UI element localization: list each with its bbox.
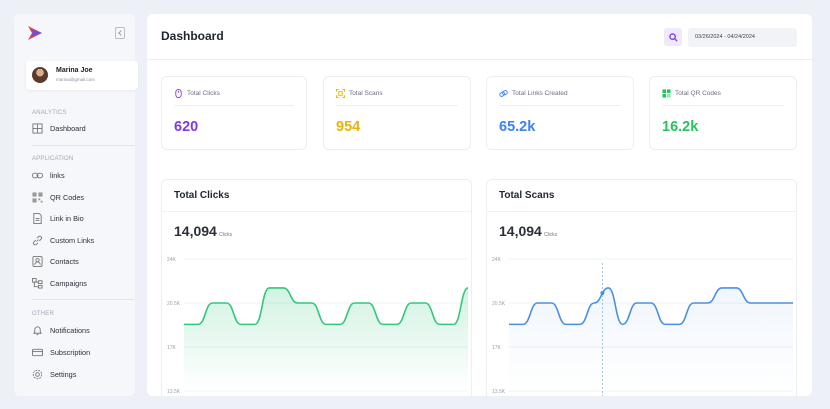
section-application: APPLICATION (32, 156, 74, 162)
sidebar-item-label: Settings (50, 369, 77, 379)
sidebar-item-label: Campaigns (50, 278, 87, 288)
section-analytics: ANALYTICS (32, 110, 67, 116)
section-other: OTHER (32, 311, 54, 317)
stat-label: Total Scans (349, 90, 383, 97)
scans-chart: 24K 20.5K 17K 13.5K (492, 257, 793, 396)
logo-icon (28, 26, 42, 40)
sidebar-item-qr-codes[interactable]: QR Codes (32, 190, 84, 204)
chart-total-value: 14,094 (174, 223, 217, 239)
sidebar-item-label: Subscription (50, 347, 91, 357)
stat-label: Total Links Created (512, 90, 568, 97)
y-tick-label: 17K (167, 345, 177, 351)
gear-icon (32, 369, 43, 380)
user-email: marina@gmail.com (56, 77, 95, 82)
y-tick-label: 20.5K (492, 301, 506, 307)
chart-card-total-clicks: Total Clicks 14,094 Clicks 24K 20.5K 17K 13.… (161, 179, 472, 396)
avatar (32, 67, 48, 83)
sidebar-item-label: Custom Links (50, 235, 95, 245)
chart-title: Total Scans (499, 190, 555, 201)
qr-icon (662, 89, 671, 98)
stat-card-total-links: Total Links Created 65.2k (486, 76, 634, 150)
qr-icon (32, 191, 43, 203)
chart-total-value: 14,094 (499, 223, 542, 239)
stat-value: 954 (336, 119, 361, 135)
chart-title: Total Clicks (174, 190, 230, 201)
series-area (509, 287, 793, 391)
hover-point (600, 290, 605, 295)
sidebar-item-contacts[interactable]: Contacts (32, 254, 79, 268)
chart-total-unit: Clicks (218, 232, 233, 238)
search-icon (668, 32, 678, 42)
header: Dashboard 03/26/2024 - 04/24/2024 (147, 14, 812, 60)
stat-label: Total QR Codes (675, 90, 721, 97)
sidebar-item-label: links (50, 170, 65, 180)
document-icon (32, 212, 43, 224)
divider (32, 145, 134, 146)
campaigns-icon (32, 277, 43, 289)
scan-icon (336, 89, 345, 98)
bell-icon (32, 325, 43, 336)
series-line (508, 287, 793, 326)
series-area (184, 287, 468, 391)
sidebar-item-label: Link in Bio (50, 213, 84, 223)
sidebar-item-custom-links[interactable]: Custom Links (32, 233, 94, 247)
stat-value: 16.2k (662, 119, 699, 135)
chart-total-unit: Clicks (543, 232, 558, 238)
collapse-sidebar-icon[interactable] (115, 27, 125, 39)
sidebar-item-label: Contacts (50, 256, 79, 266)
user-profile-card[interactable]: Marina Joe marina@gmail.com (26, 61, 138, 90)
stat-card-total-qr-codes: Total QR Codes 16.2k (649, 76, 797, 150)
chart-card-total-scans: Total Scans 14,094 Clicks 24K 20.5K 17K 13.5… (486, 179, 797, 396)
y-tick-label: 17K (492, 345, 502, 351)
sidebar-item-label: QR Codes (50, 192, 85, 202)
dashboard-icon (32, 122, 43, 134)
card-icon (32, 347, 43, 358)
y-tick-label: 13.5K (167, 389, 181, 395)
stat-value: 65.2k (499, 119, 536, 135)
stat-card-total-clicks: Total Clicks 620 (161, 76, 307, 150)
sidebar-item-campaigns[interactable]: Campaigns (32, 276, 87, 290)
sidebar-item-label: Notifications (50, 325, 90, 335)
search-button[interactable] (664, 28, 682, 46)
sidebar-item-subscription[interactable]: Subscription (32, 345, 90, 359)
sidebar-item-notifications[interactable]: Notifications (32, 323, 90, 337)
page-title: Dashboard (161, 29, 224, 43)
sidebar: Marina Joe marina@gmail.com ANALYTICS Da… (14, 14, 138, 396)
link-icon (499, 90, 508, 97)
sidebar-item-settings[interactable]: Settings (32, 367, 76, 381)
contacts-icon (32, 255, 43, 267)
link-icon (32, 170, 43, 181)
sidebar-item-link-in-bio[interactable]: Link in Bio (32, 211, 84, 225)
chart-total: 14,094 Clicks (499, 223, 557, 239)
date-range-picker[interactable]: 03/26/2024 - 04/24/2024 (688, 28, 797, 47)
chart-total: 14,094 Clicks (174, 223, 232, 239)
sidebar-item-links[interactable]: links (32, 168, 65, 182)
mouse-icon (175, 89, 182, 98)
chain-icon (32, 235, 43, 246)
stat-card-total-scans: Total Scans 954 (323, 76, 471, 150)
sidebar-item-dashboard[interactable]: Dashboard (32, 121, 86, 135)
clicks-chart: 24K 20.5K 17K 13.5K (167, 257, 469, 395)
series-line (183, 287, 469, 326)
user-name: Marina Joe (56, 67, 93, 74)
sidebar-item-label: Dashboard (50, 123, 86, 133)
stat-label: Total Clicks (187, 90, 220, 97)
stat-value: 620 (174, 119, 199, 135)
main-panel: Dashboard 03/26/2024 - 04/24/2024 Total … (147, 14, 812, 396)
y-tick-label: 24K (492, 257, 502, 263)
y-tick-label: 13.5K (492, 389, 506, 395)
divider (32, 299, 134, 300)
y-tick-label: 24K (167, 257, 177, 263)
y-tick-label: 20.5K (167, 301, 181, 307)
